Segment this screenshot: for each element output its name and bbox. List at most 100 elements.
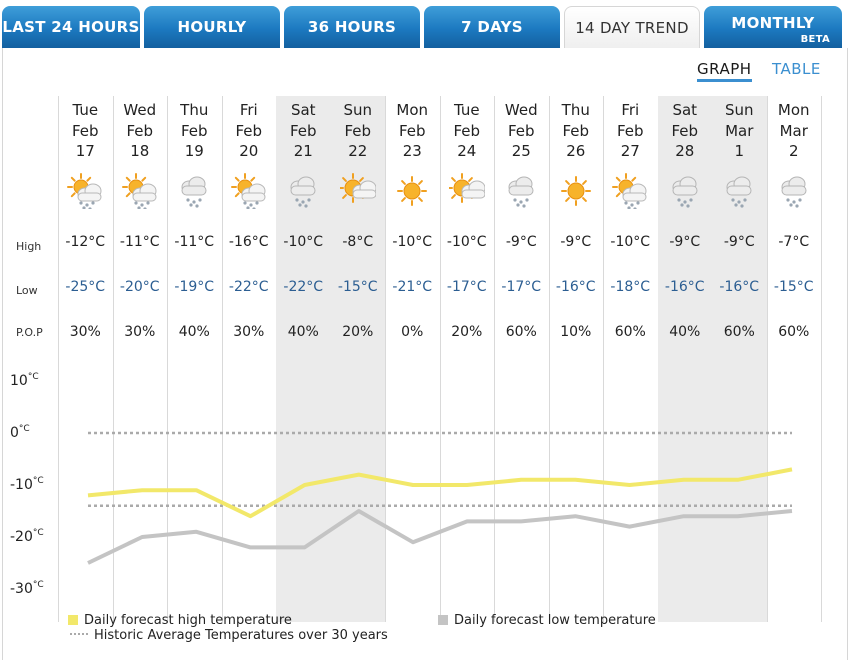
y-tick-value: -30	[10, 581, 33, 597]
day-month: Feb	[507, 121, 535, 140]
day-dow: Wed	[504, 101, 538, 119]
low-value: -15°C	[773, 279, 814, 295]
y-tick-unit: °C	[18, 424, 30, 434]
high-value: -9°C	[669, 234, 701, 250]
y-tick-label: 0°C	[10, 424, 30, 441]
day-dow: Sun	[724, 101, 754, 119]
y-tick-label: -20°C	[10, 528, 44, 545]
sun-cloud-snow-icon	[230, 173, 267, 211]
low-value: -16°C	[664, 279, 705, 295]
day-day: 22	[348, 142, 368, 160]
pop-value: 40%	[287, 324, 319, 340]
day-day: 18	[130, 142, 150, 160]
pop-value: 30%	[69, 324, 101, 340]
pop-value: 30%	[233, 324, 265, 340]
tab-monthly[interactable]: MONTHLY BETA	[704, 6, 842, 48]
high-value: -9°C	[505, 234, 537, 250]
cloud-snow-icon	[503, 173, 539, 209]
day-dow: Fri	[239, 101, 258, 119]
pop-value: 40%	[669, 324, 701, 340]
y-tick-value: -10	[10, 477, 33, 493]
legend-low-swatch	[438, 615, 448, 625]
low-row-label: Low	[16, 284, 38, 297]
day-month: Feb	[344, 121, 372, 140]
day-day: 17	[75, 142, 95, 160]
column-divider	[603, 96, 604, 622]
tab-label: 36 HOURS	[307, 18, 397, 36]
day-header: Thu Feb 26	[549, 100, 604, 162]
sun-cloud-snow-icon	[121, 173, 158, 211]
day-month: Mar	[779, 121, 808, 140]
pop-value: 20%	[451, 324, 483, 340]
day-header: Sun Mar 1	[712, 100, 767, 162]
day-month: Feb	[562, 121, 590, 140]
tab-label: MONTHLY	[731, 14, 815, 32]
y-tick-unit: °C	[32, 476, 44, 486]
day-month: Feb	[180, 121, 208, 140]
day-day: 1	[734, 142, 745, 160]
tab-bar: LAST 24 HOURS HOURLY 36 HOURS 7 DAYS 14 DAY …	[0, 0, 850, 50]
tab-7-days[interactable]: 7 DAYS	[424, 6, 560, 48]
column-divider	[548, 96, 550, 622]
day-header: Tue Feb 17	[58, 100, 113, 162]
y-tick-value: 10	[10, 373, 28, 389]
tab-label: 14 DAY TREND	[575, 18, 689, 37]
day-day: 2	[788, 142, 799, 160]
pop-value: 0%	[401, 324, 424, 340]
day-day: 20	[239, 142, 259, 160]
tab-label: HOURLY	[177, 18, 247, 36]
low-value: -20°C	[119, 279, 160, 295]
tab-36-hours[interactable]: 36 HOURS	[284, 6, 420, 48]
low-value: -15°C	[337, 279, 378, 295]
low-value: -19°C	[174, 279, 215, 295]
tab-hourly[interactable]: HOURLY	[144, 6, 280, 48]
day-month: Feb	[671, 121, 699, 140]
day-header: Mon Mar 2	[767, 100, 822, 162]
day-day: 19	[184, 142, 204, 160]
low-value: -16°C	[719, 279, 760, 295]
high-value: -8°C	[342, 234, 374, 250]
y-tick-label: -10°C	[10, 476, 44, 493]
day-dow: Tue	[453, 101, 480, 119]
high-value: -10°C	[283, 234, 324, 250]
tab-label: 7 DAYS	[461, 18, 523, 36]
pop-value: 60%	[723, 324, 755, 340]
column-divider	[385, 96, 386, 622]
tab-last-24-hours[interactable]: LAST 24 HOURS	[2, 6, 140, 48]
graph-toggle[interactable]: GRAPH	[697, 60, 752, 82]
tab-14-day-trend[interactable]: 14 DAY TREND	[564, 6, 700, 48]
day-day: 21	[293, 142, 313, 160]
day-header: Fri Feb 27	[603, 100, 658, 162]
column-divider	[58, 96, 59, 622]
column-divider	[821, 96, 822, 622]
moon-cloud-icon	[446, 173, 486, 209]
column-divider	[766, 96, 768, 622]
day-header: Thu Feb 19	[167, 100, 222, 162]
legend-historic: Historic Average Temperatures over 30 ye…	[70, 628, 388, 643]
high-value: -10°C	[392, 234, 433, 250]
legend-low: Daily forecast low temperature	[438, 613, 656, 628]
beta-badge: BETA	[800, 34, 830, 45]
y-tick-unit: °C	[32, 528, 44, 538]
legend-historic-swatch	[70, 633, 88, 635]
table-toggle[interactable]: TABLE	[772, 60, 821, 78]
high-value: -7°C	[778, 234, 810, 250]
day-month: Feb	[235, 121, 263, 140]
day-day: 28	[675, 142, 695, 160]
day-month: Feb	[616, 121, 644, 140]
day-dow: Fri	[621, 101, 640, 119]
low-value: -21°C	[392, 279, 433, 295]
high-value: -10°C	[610, 234, 651, 250]
column-divider	[494, 96, 495, 622]
cloud-snow-icon	[667, 173, 703, 209]
low-value: -16°C	[555, 279, 596, 295]
pop-value: 10%	[560, 324, 592, 340]
day-header: Wed Feb 18	[113, 100, 168, 162]
day-day: 26	[566, 142, 586, 160]
day-header: Mon Feb 23	[385, 100, 440, 162]
day-day: 25	[511, 142, 531, 160]
low-temperature-line	[87, 509, 793, 565]
cloud-snow-icon	[776, 173, 812, 209]
legend-high: Daily forecast high temperature	[68, 613, 292, 628]
high-value: -16°C	[228, 234, 269, 250]
